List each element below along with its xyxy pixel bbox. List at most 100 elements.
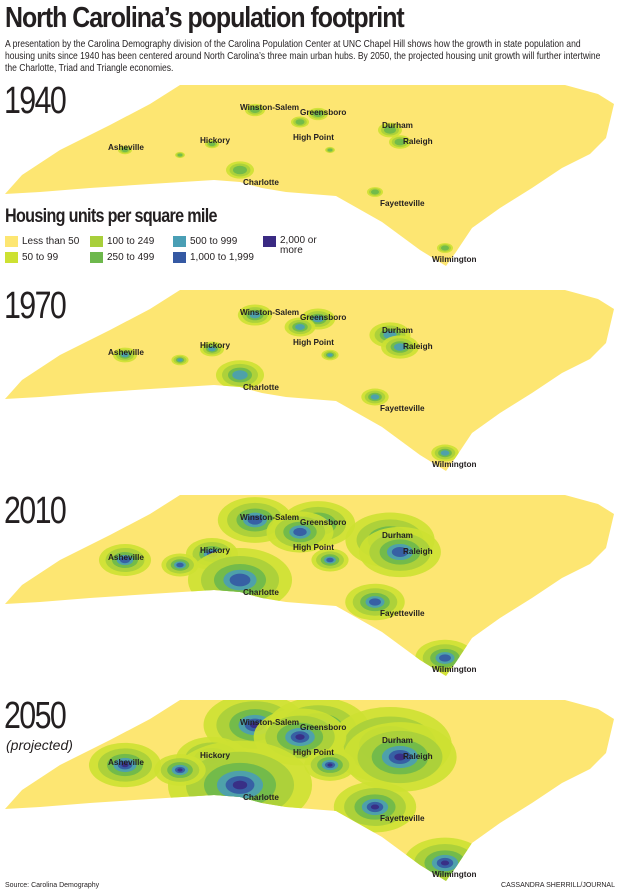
density-area (553, 810, 567, 820)
density-area (555, 197, 565, 203)
density-area (208, 141, 216, 147)
city-label: Fayetteville (380, 404, 425, 413)
map-2050: Winston-Salem Greensboro Durham High Point R… (0, 695, 620, 895)
density-area (556, 402, 564, 408)
density-area (557, 403, 563, 407)
density-area (327, 353, 333, 357)
city-label: Asheville (108, 348, 144, 357)
legend-title: Housing units per square mile (5, 206, 217, 227)
legend-item: Less than 50 (5, 236, 79, 247)
map-1940: Winston-Salem Greensboro Durham High Point R… (0, 80, 620, 280)
legend-swatch (90, 236, 103, 247)
city-label: Winston-Salem (240, 513, 299, 522)
density-area (548, 603, 572, 617)
year-label: 1970 (4, 285, 67, 327)
density-area (249, 106, 261, 114)
legend-item: 500 to 999 (173, 236, 237, 247)
density-area (232, 165, 248, 175)
density-area (553, 400, 567, 410)
density-area (440, 245, 450, 251)
legend: Housing units per square mile Less than … (5, 206, 317, 263)
density-area (439, 654, 451, 662)
legend-swatch (173, 236, 186, 247)
city-label: Raleigh (403, 752, 433, 761)
density-area (539, 802, 581, 828)
year-subtitle: (projected) (6, 737, 73, 753)
density-area (177, 768, 183, 772)
city-label: Durham (382, 121, 413, 130)
city-label: Durham (382, 326, 413, 335)
density-area (247, 515, 263, 525)
city-label: Wilmington (432, 460, 477, 469)
density-area (208, 346, 216, 352)
legend-label: 2,000 or more (280, 235, 317, 256)
city-label: High Point (293, 748, 334, 757)
density-area (177, 153, 183, 157)
density-area (370, 394, 380, 400)
legend-label: 250 to 499 (107, 252, 155, 263)
state-outline (5, 290, 614, 471)
density-area (440, 450, 450, 456)
legend-swatch (173, 252, 186, 263)
legend-label: 1,000 to 1,999 (190, 252, 254, 263)
density-area (312, 110, 324, 118)
year-label: 2050 (4, 695, 67, 737)
city-label: Wilmington (432, 665, 477, 674)
density-area (295, 734, 305, 740)
state-outline (5, 495, 614, 676)
city-label: Charlotte (243, 178, 279, 187)
city-label: Asheville (108, 143, 144, 152)
city-label: Durham (382, 736, 413, 745)
credit: CASSANDRA SHERRILL/JOURNAL (501, 882, 615, 889)
city-label: Winston-Salem (240, 308, 299, 317)
map-1970: Winston-Salem Greensboro Durham High Point R… (0, 285, 620, 485)
legend-swatch (90, 252, 103, 263)
city-label: Fayetteville (380, 609, 425, 618)
density-area (249, 311, 261, 319)
city-label: Greensboro (300, 108, 346, 117)
density-area (121, 762, 129, 768)
density-area (549, 808, 571, 822)
legend-item: 250 to 499 (90, 252, 154, 263)
density-area (556, 198, 564, 202)
city-label: Wilmington (432, 255, 477, 264)
density-area (557, 198, 563, 202)
density-area (557, 813, 563, 817)
city-label: Greensboro (300, 723, 346, 732)
density-area (545, 600, 575, 620)
city-label: Fayetteville (380, 199, 425, 208)
city-label: Greensboro (300, 313, 346, 322)
density-area (293, 527, 307, 537)
density-area (370, 804, 380, 810)
legend-item: 1,000 to 1,999 (173, 252, 254, 263)
city-label: Greensboro (300, 518, 346, 527)
city-label: High Point (293, 338, 334, 347)
city-label: Raleigh (403, 547, 433, 556)
density-area (121, 147, 129, 153)
city-label: Winston-Salem (240, 103, 299, 112)
page-title: North Carolina’s population footprint (5, 2, 405, 34)
city-label: Asheville (108, 553, 144, 562)
city-label: Fayetteville (380, 814, 425, 823)
density-area (327, 148, 333, 152)
city-label: Charlotte (243, 588, 279, 597)
state-outline (5, 85, 614, 266)
density-area (391, 546, 409, 558)
density-area (370, 189, 380, 195)
density-area (394, 753, 406, 761)
density-area (295, 323, 305, 331)
intro-text: A presentation by the Carolina Demograph… (5, 39, 601, 74)
legend-item: 100 to 249 (90, 236, 154, 247)
density-area (369, 598, 381, 606)
city-label: Hickory (200, 341, 230, 350)
city-label: Hickory (200, 136, 230, 145)
legend-label: Less than 50 (22, 236, 80, 247)
density-area (555, 812, 565, 818)
city-label: Charlotte (243, 383, 279, 392)
city-label: Durham (382, 531, 413, 540)
legend-label: 100 to 249 (107, 236, 155, 247)
density-area (555, 607, 565, 613)
density-area (229, 573, 251, 587)
density-area (394, 138, 406, 146)
